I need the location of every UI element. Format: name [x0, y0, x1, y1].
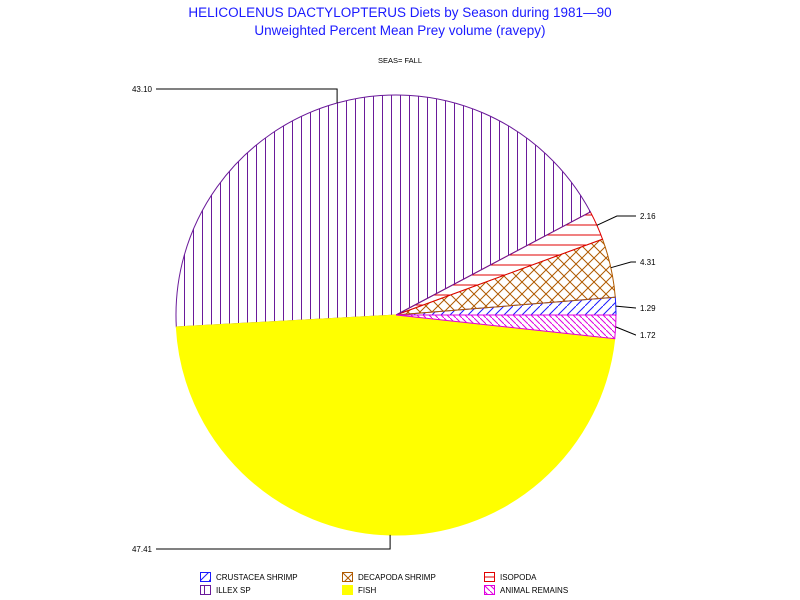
panel-label: SEAS= FALL	[378, 56, 422, 65]
legend-label: DECAPODA SHRIMP	[358, 573, 436, 582]
legend-label: ANIMAL REMAINS	[500, 586, 569, 595]
leader-line	[610, 261, 636, 269]
legend-label: FISH	[358, 586, 377, 595]
slice-value-label: 1.72	[640, 331, 656, 340]
slice-value-label: 2.16	[640, 212, 656, 221]
leader-line	[615, 305, 636, 309]
legend-swatch-decapoda-shrimp	[342, 572, 353, 582]
legend-swatch-isopoda	[484, 572, 495, 582]
legend-label: ISOPODA	[500, 573, 537, 582]
leader-line	[615, 326, 636, 336]
legend-swatch-illex-sp	[200, 585, 211, 595]
pie-slice-animal-remains	[395, 314, 617, 340]
legend-label: CRUSTACEA SHRIMP	[216, 573, 298, 582]
legend: CRUSTACEA SHRIMP DECAPODA SHRIMP ISOPODA…	[200, 572, 620, 598]
legend-label: ILLEX SP	[216, 586, 251, 595]
pie-slice-illex-sp	[175, 94, 592, 328]
legend-swatch-crustacea-shrimp	[200, 572, 211, 582]
slice-value-label: 4.31	[640, 258, 656, 267]
slice-value-label: 1.29	[640, 304, 656, 313]
leader-line	[596, 215, 636, 226]
legend-swatch-animal-remains	[484, 585, 495, 595]
pie-slice-fish	[175, 314, 616, 536]
slice-value-label: 43.10	[132, 85, 153, 94]
leader-line	[156, 88, 338, 103]
legend-swatch-fish	[342, 585, 353, 595]
slice-value-label: 47.41	[132, 545, 153, 554]
chart-title: HELICOLENUS DACTYLOPTERUS Diets by Seaso…	[188, 5, 612, 20]
chart-subtitle: Unweighted Percent Mean Prey volume (rav…	[254, 23, 546, 38]
leader-line	[156, 534, 391, 550]
